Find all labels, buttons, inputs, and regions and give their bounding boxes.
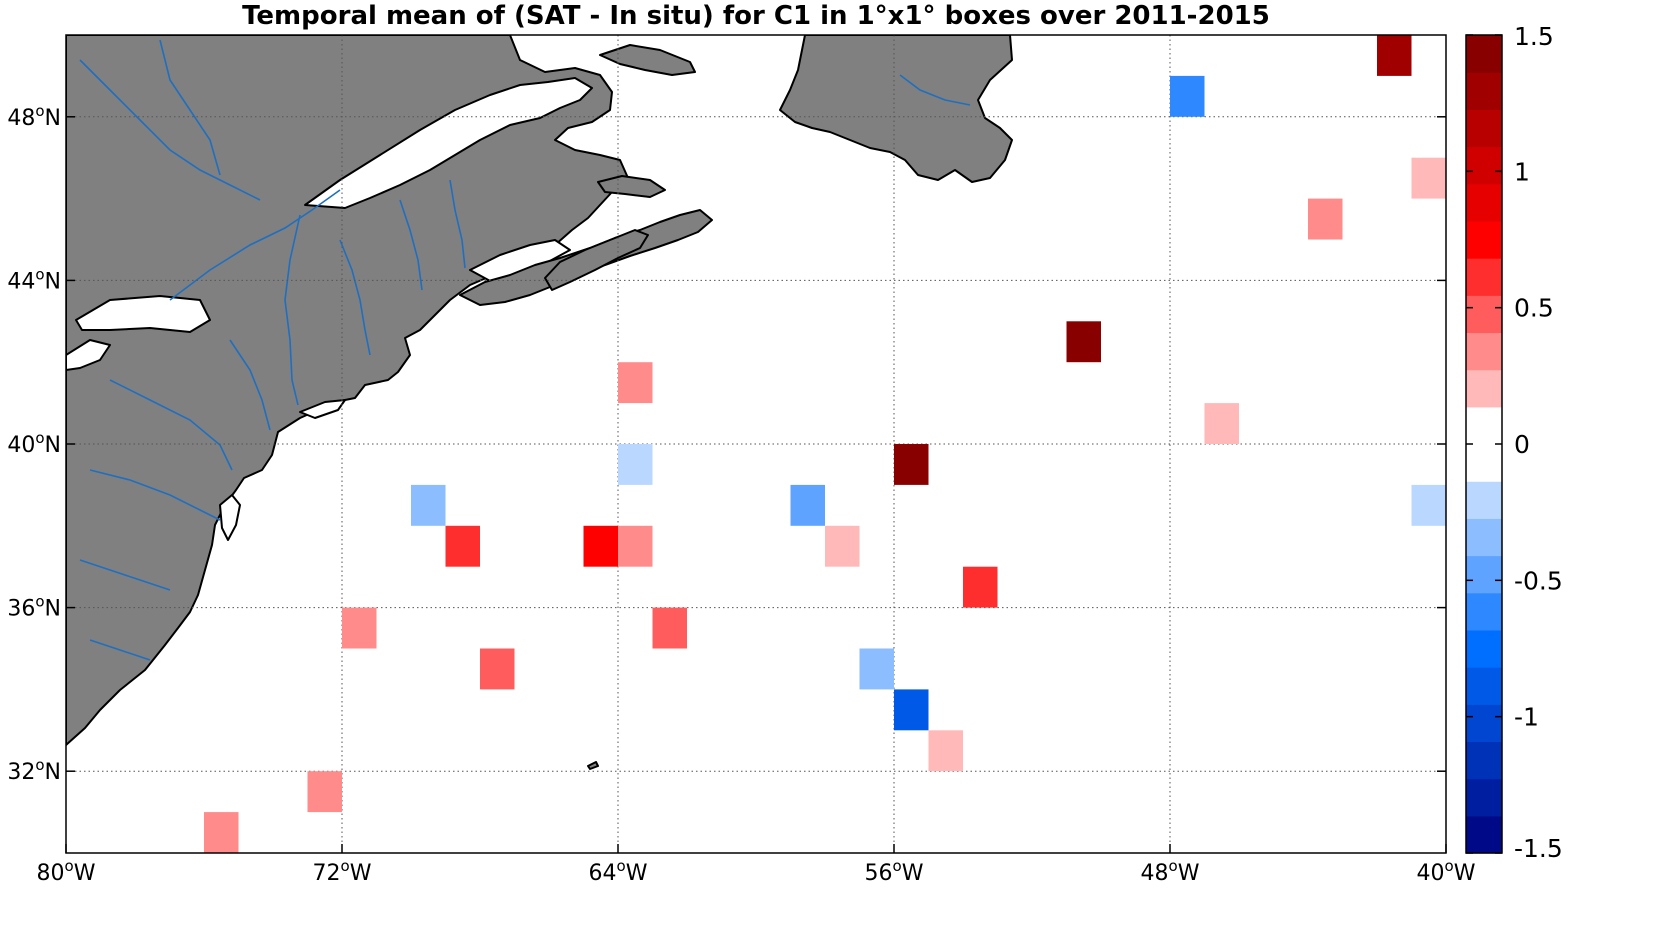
data-cell (1204, 403, 1239, 444)
colorbar-tick-label: -0.5 (1514, 566, 1563, 595)
graticule (66, 35, 1446, 853)
colorbar-step (1466, 332, 1502, 371)
colorbar-step (1466, 295, 1502, 334)
y-axis-ticks: 32oN 36oN 40oN 44oN 48oN (7, 102, 1446, 785)
colorbar-step (1466, 518, 1502, 557)
colorbar-tick-label: 0.5 (1514, 294, 1554, 323)
newfoundland (779, 35, 1013, 183)
colorbar-step (1466, 183, 1502, 222)
colorbar-step (1466, 444, 1502, 482)
data-cell (963, 566, 998, 608)
cape-breton-island (544, 229, 649, 291)
colorbar-step (1466, 629, 1502, 668)
colorbar-steps (1466, 35, 1502, 854)
data-cell (1170, 75, 1205, 117)
lake-erie (66, 339, 111, 371)
colorbar-step (1466, 258, 1502, 296)
colorbar-step (1466, 704, 1502, 743)
x-tick-label: 72oW (313, 857, 372, 886)
bermuda (587, 761, 599, 770)
data-cell (445, 525, 480, 567)
data-cell (894, 689, 929, 731)
data-cell (618, 362, 653, 404)
data-cell (652, 607, 687, 649)
data-cell (1411, 484, 1446, 526)
data-cell (583, 525, 618, 567)
data-cell (342, 607, 377, 649)
x-tick-label: 40oW (1417, 857, 1476, 886)
colorbar-step (1466, 220, 1502, 259)
north-america-landmass (66, 35, 629, 746)
x-axis-ticks: 80oW 72oW 64oW 56oW 48oW 40oW (37, 844, 1476, 886)
colorbar-step (1466, 35, 1502, 73)
data-cell (480, 648, 515, 690)
colorbar-step (1466, 369, 1502, 408)
y-tick-label: 44oN (7, 265, 61, 294)
chesapeake-bay (219, 494, 241, 541)
colorbar-tick-label: 1 (1514, 157, 1530, 186)
data-cell (1066, 321, 1101, 363)
colorbar-step (1466, 146, 1502, 185)
colorbar-step (1466, 778, 1502, 817)
colorbar-step (1466, 667, 1502, 705)
colorbar-step (1466, 741, 1502, 780)
colorbar-step (1466, 109, 1502, 148)
data-cell (411, 484, 446, 526)
data-cell (204, 812, 239, 853)
data-cell (790, 484, 825, 526)
colorbar-step (1466, 815, 1502, 854)
y-tick-label: 40oN (7, 429, 61, 458)
x-tick-label: 80oW (37, 857, 96, 886)
colorbar-step (1466, 555, 1502, 594)
data-cell (825, 525, 860, 567)
data-cell (307, 771, 342, 813)
data-cell (618, 444, 653, 485)
data-cell (894, 444, 929, 485)
map-title: Temporal mean of (SAT - In situ) for C1 … (242, 1, 1270, 31)
st-lawrence-gulf (304, 77, 593, 209)
y-tick-label: 32oN (7, 756, 61, 785)
data-cell (1308, 198, 1343, 240)
colorbar-ticks: 1.5 1 0.5 0 -0.5 -1 -1.5 (1466, 22, 1563, 863)
y-tick-label: 48oN (7, 102, 61, 131)
colorbar-tick-label: -1 (1514, 703, 1539, 732)
colorbar-step (1466, 72, 1502, 110)
colorbar-step (1466, 406, 1502, 445)
data-cell (1377, 35, 1412, 76)
colorbar: 1.5 1 0.5 0 -0.5 -1 -1.5 (1465, 22, 1563, 863)
data-cell (618, 525, 653, 567)
rivers (79, 39, 971, 661)
x-tick-label: 56oW (865, 857, 924, 886)
data-cells (204, 35, 1446, 853)
lake-ontario (75, 295, 211, 333)
x-tick-label: 48oW (1141, 857, 1200, 886)
map-area (66, 35, 1446, 853)
y-tick-label: 36oN (7, 593, 61, 622)
colorbar-tick-label: -1.5 (1514, 834, 1563, 863)
colorbar-step (1466, 592, 1502, 631)
data-cell (928, 730, 963, 772)
colorbar-step (1466, 481, 1502, 519)
x-tick-label: 64oW (589, 857, 648, 886)
colorbar-tick-label: 1.5 (1514, 22, 1554, 51)
colorbar-tick-label: 0 (1514, 430, 1530, 459)
anticosti-island (599, 44, 696, 76)
data-cell (859, 648, 894, 690)
data-cell (1411, 157, 1446, 199)
pei (597, 175, 666, 198)
